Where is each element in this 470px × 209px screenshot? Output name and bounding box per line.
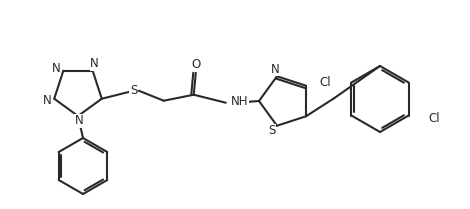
Text: Cl: Cl bbox=[429, 112, 440, 125]
Text: N: N bbox=[271, 63, 279, 76]
Text: N: N bbox=[75, 115, 83, 127]
Text: NH: NH bbox=[231, 95, 248, 108]
Text: N: N bbox=[90, 57, 99, 70]
Text: O: O bbox=[191, 58, 200, 71]
Text: S: S bbox=[130, 84, 137, 97]
Text: N: N bbox=[43, 94, 52, 107]
Text: N: N bbox=[52, 62, 61, 75]
Text: S: S bbox=[268, 124, 275, 137]
Text: Cl: Cl bbox=[320, 76, 331, 89]
